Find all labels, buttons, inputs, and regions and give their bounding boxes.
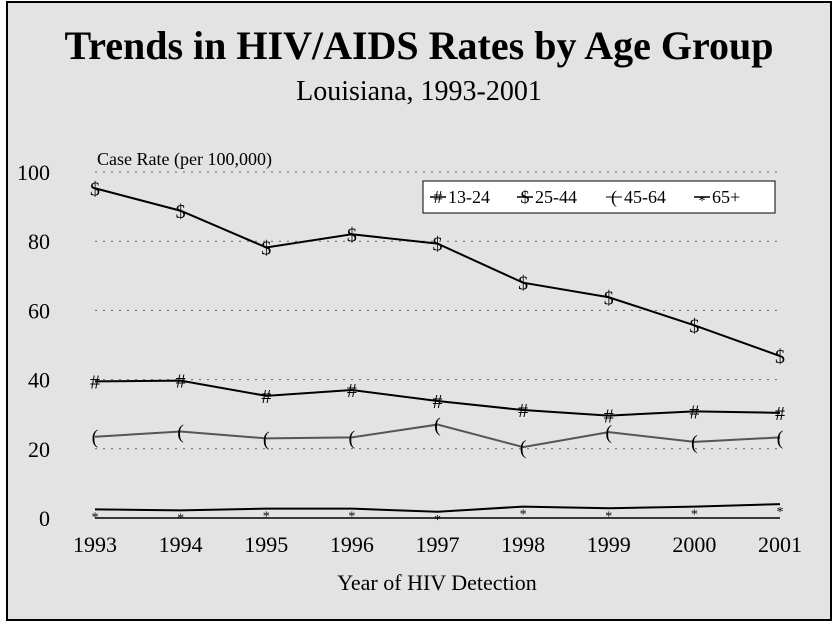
legend-label: 65+ <box>712 187 740 207</box>
data-point-marker: $ <box>604 287 614 309</box>
x-tick-label: 1998 <box>501 532 545 557</box>
series-line <box>94 503 781 513</box>
legend-item: (45-64 <box>606 187 666 208</box>
data-point-marker: # <box>604 406 614 428</box>
data-point-marker: * <box>691 508 698 523</box>
series-45-64: ( ( ( ( ( ( ( ( ( <box>92 415 784 459</box>
legend-items: #13-24 $25-44 (45-64 * 65+ <box>430 187 740 209</box>
x-tick-label: 2000 <box>672 532 716 557</box>
data-point-marker: ( <box>349 427 356 449</box>
y-tick-label: 40 <box>28 368 50 393</box>
data-point-marker: # <box>518 400 528 422</box>
data-point-marker: * <box>605 509 612 524</box>
data-point-marker: ( <box>434 415 441 437</box>
x-tick-label: 1999 <box>587 532 631 557</box>
data-point-marker: # <box>433 391 443 413</box>
series-25-44: $ $ $ $ $ $ $ $ $ <box>90 178 785 368</box>
data-point-marker: * <box>520 508 527 523</box>
data-point-marker: $ <box>176 201 186 223</box>
legend-marker: * <box>699 194 706 209</box>
data-point-marker: * <box>434 513 441 528</box>
x-tick-label: 2001 <box>758 532 802 557</box>
series-13-24: # # # # # # # # # <box>90 371 785 428</box>
series-group: # # # # # # # # # $ $ $ $ $ $ $ $ $ ( ( ( ( ( ( ( ( ( * * * * * * * * * <box>90 178 785 528</box>
y-tick-labels: 0 20 40 60 80 100 <box>17 160 50 531</box>
legend-label: 45-64 <box>624 187 666 207</box>
legend-item: * 65+ <box>694 187 740 209</box>
data-point-marker: # <box>775 403 785 425</box>
data-point-marker: ( <box>605 422 612 444</box>
data-point-marker: $ <box>261 237 271 259</box>
x-axis-label: Year of HIV Detection <box>337 570 537 595</box>
data-point-marker: $ <box>433 234 443 256</box>
data-point-marker: # <box>261 386 271 408</box>
chart-title: Trends in HIV/AIDS Rates by Age Group <box>64 23 774 68</box>
data-point-marker: ( <box>177 422 184 444</box>
legend-marker: ( <box>611 187 617 208</box>
legend-marker: $ <box>521 187 530 207</box>
legend-label: 25-44 <box>535 187 577 207</box>
y-tick-label: 20 <box>28 437 50 462</box>
data-point-marker: * <box>92 510 99 525</box>
legend: #13-24 $25-44 (45-64 * 65+ <box>422 180 776 214</box>
data-point-marker: $ <box>689 315 699 337</box>
legend-box <box>422 180 776 214</box>
data-point-marker: ( <box>263 428 270 450</box>
data-point-marker: ( <box>691 432 698 454</box>
data-point-marker: $ <box>90 178 100 200</box>
legend-marker: # <box>434 187 443 207</box>
y-tick-label: 100 <box>17 160 50 185</box>
data-point-marker: # <box>176 371 186 393</box>
series-line <box>94 423 781 449</box>
x-tick-label: 1994 <box>159 532 203 557</box>
data-point-marker: $ <box>775 346 785 368</box>
data-point-marker: * <box>777 505 784 520</box>
x-tick-label: 1996 <box>330 532 374 557</box>
chart-subtitle: Louisiana, 1993-2001 <box>296 76 542 107</box>
x-tick-label: 1993 <box>73 532 117 557</box>
data-point-marker: # <box>689 401 699 423</box>
series-65+: * * * * * * * * * <box>92 503 784 528</box>
x-tick-labels: 1993 1994 1995 1996 1997 1998 1999 2000 2001 <box>73 532 802 557</box>
series-line <box>94 379 781 417</box>
data-point-marker: # <box>90 371 100 393</box>
data-point-marker: ( <box>92 427 99 449</box>
data-point-marker: $ <box>347 224 357 246</box>
y-tick-label: 60 <box>28 298 50 323</box>
data-point-marker: ( <box>520 437 527 459</box>
data-point-marker: * <box>177 511 184 526</box>
x-tick-label: 1995 <box>244 532 288 557</box>
x-tick-label: 1997 <box>416 532 460 557</box>
y-tick-label: 0 <box>39 506 50 531</box>
data-point-marker: * <box>348 510 355 525</box>
series-line <box>94 187 781 358</box>
data-point-marker: * <box>263 510 270 525</box>
data-point-marker: # <box>347 380 357 402</box>
y-axis-label: Case Rate (per 100,000) <box>97 149 272 170</box>
legend-label: 13-24 <box>448 187 490 207</box>
legend-item: #13-24 <box>430 187 490 207</box>
y-tick-label: 80 <box>28 229 50 254</box>
legend-item: $25-44 <box>517 187 577 207</box>
data-point-marker: $ <box>518 273 528 295</box>
data-point-marker: ( <box>777 427 784 449</box>
